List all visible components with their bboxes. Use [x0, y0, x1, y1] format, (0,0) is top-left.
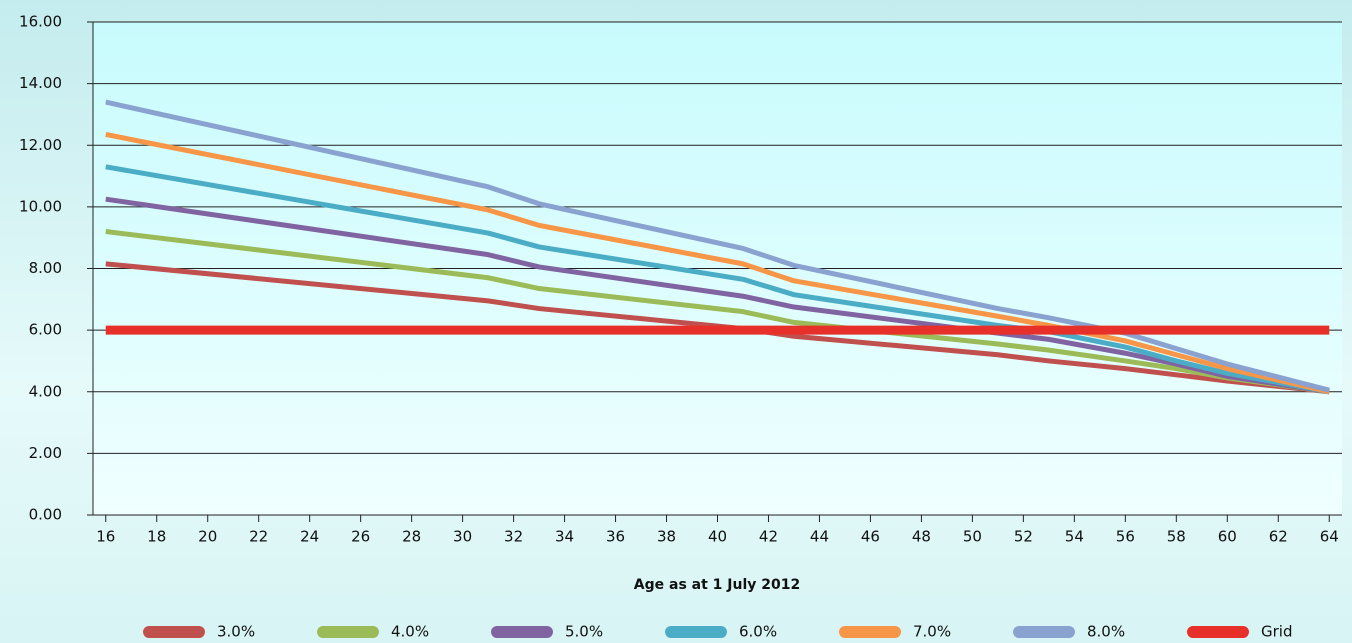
x-tick-label: 58	[1167, 528, 1186, 546]
x-tick-label: 30	[453, 528, 472, 546]
legend-swatch	[665, 626, 727, 638]
x-tick-label: 60	[1218, 528, 1237, 546]
series-line	[105, 99, 1330, 393]
legend-swatch	[491, 626, 553, 638]
x-tick-label: 20	[198, 528, 217, 546]
legend-label: 6.0%	[739, 623, 777, 641]
x-tick-label: 22	[249, 528, 268, 546]
x-tick-label: 18	[147, 528, 166, 546]
y-tick-label: 2.00	[29, 444, 62, 462]
x-tick-label: 38	[657, 528, 676, 546]
x-tick-label: 54	[1065, 528, 1084, 546]
legend-swatch	[143, 626, 205, 638]
x-tick-label: 44	[810, 528, 829, 546]
legend-label: 7.0%	[913, 623, 951, 641]
x-tick-label: 42	[759, 528, 778, 546]
y-tick-label: 0.00	[29, 506, 62, 524]
legend-swatch	[317, 626, 379, 638]
legend-swatch	[1013, 626, 1075, 638]
x-tick-label: 32	[504, 528, 523, 546]
x-tick-label: 34	[555, 528, 574, 546]
series-line	[105, 229, 1330, 395]
legend-swatch	[839, 626, 901, 638]
x-axis-title: Age as at 1 July 2012	[634, 577, 800, 593]
y-tick-label: 16.00	[19, 13, 62, 31]
y-tick-label: 8.00	[29, 259, 62, 277]
y-tick-label: 6.00	[29, 321, 62, 339]
x-tick-label: 40	[708, 528, 727, 546]
series-line	[105, 132, 1330, 395]
legend-label: 4.0%	[391, 623, 429, 641]
series-line	[105, 261, 1330, 395]
x-tick-label: 56	[1116, 528, 1135, 546]
x-tick-label: 16	[96, 528, 115, 546]
y-tick-label: 4.00	[29, 382, 62, 400]
x-tick-label: 24	[300, 528, 319, 546]
legend-swatch	[1187, 626, 1249, 638]
x-tick-label: 64	[1320, 528, 1339, 546]
x-tick-label: 62	[1269, 528, 1288, 546]
x-tick-label: 48	[912, 528, 931, 546]
x-tick-label: 50	[963, 528, 982, 546]
legend-label: 8.0%	[1087, 623, 1125, 641]
legend-label: 3.0%	[217, 623, 255, 641]
x-tick-label: 26	[351, 528, 370, 546]
x-tick-label: 52	[1014, 528, 1033, 546]
x-tick-label: 28	[402, 528, 421, 546]
y-tick-label: 14.00	[19, 74, 62, 92]
x-tick-label: 46	[861, 528, 880, 546]
y-tick-label: 12.00	[19, 136, 62, 154]
legend-label: Grid	[1261, 623, 1292, 641]
x-tick-label: 36	[606, 528, 625, 546]
legend-label: 5.0%	[565, 623, 603, 641]
series-line	[105, 164, 1330, 395]
y-tick-label: 10.00	[19, 197, 62, 215]
